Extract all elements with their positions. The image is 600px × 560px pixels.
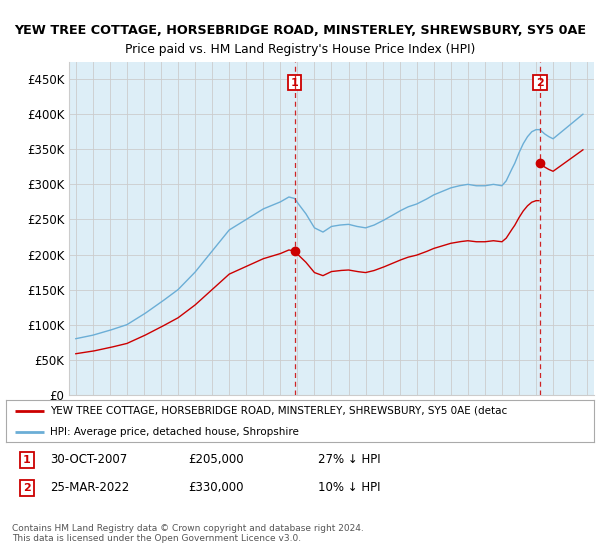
Text: 27% ↓ HPI: 27% ↓ HPI — [317, 453, 380, 466]
Text: YEW TREE COTTAGE, HORSEBRIDGE ROAD, MINSTERLEY, SHREWSBURY, SY5 0AE: YEW TREE COTTAGE, HORSEBRIDGE ROAD, MINS… — [14, 24, 586, 38]
Text: HPI: Average price, detached house, Shropshire: HPI: Average price, detached house, Shro… — [50, 427, 299, 437]
Text: 2: 2 — [536, 78, 544, 88]
Text: Contains HM Land Registry data © Crown copyright and database right 2024.
This d: Contains HM Land Registry data © Crown c… — [12, 524, 364, 543]
Text: 2: 2 — [23, 483, 31, 493]
Text: 1: 1 — [23, 455, 31, 465]
Text: YEW TREE COTTAGE, HORSEBRIDGE ROAD, MINSTERLEY, SHREWSBURY, SY5 0AE (detac: YEW TREE COTTAGE, HORSEBRIDGE ROAD, MINS… — [50, 406, 508, 416]
Text: 1: 1 — [290, 78, 298, 88]
Text: 10% ↓ HPI: 10% ↓ HPI — [317, 481, 380, 494]
Text: Price paid vs. HM Land Registry's House Price Index (HPI): Price paid vs. HM Land Registry's House … — [125, 43, 475, 56]
Text: £330,000: £330,000 — [188, 481, 244, 494]
Text: £205,000: £205,000 — [188, 453, 244, 466]
Text: 30-OCT-2007: 30-OCT-2007 — [50, 453, 127, 466]
Text: 25-MAR-2022: 25-MAR-2022 — [50, 481, 130, 494]
